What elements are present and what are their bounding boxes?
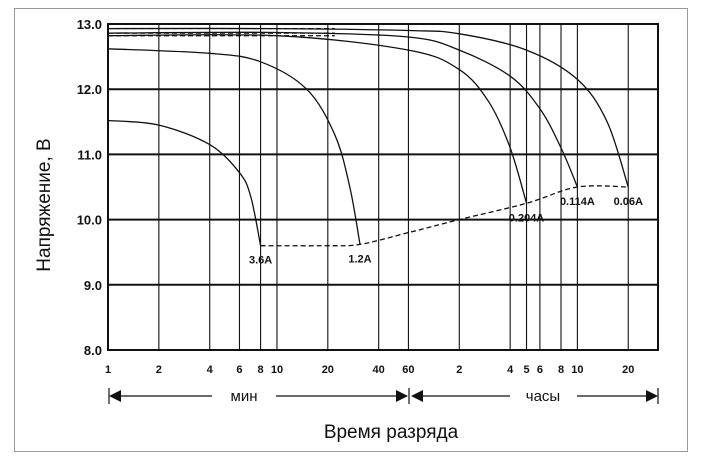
x-tick-label: 8	[258, 364, 264, 376]
x-tick-label: 5	[523, 364, 529, 376]
x-tick-label: 4	[507, 364, 514, 376]
hours-arrow-head-right	[646, 390, 658, 402]
x-tick-label: 6	[537, 364, 543, 376]
minutes-range-arrow: мин	[108, 388, 410, 405]
x-tick-label: 40	[373, 364, 385, 376]
series-labels: 3.6A 1.2A 0.204A 0.114A 0.06A	[249, 196, 643, 267]
curve-0.114A	[107, 31, 579, 188]
curve-0.204A	[107, 33, 528, 204]
x-tick-label: 4	[207, 364, 214, 376]
y-tick-label: 9.0	[84, 278, 102, 293]
y-tick-label: 8.0	[84, 343, 102, 358]
x-tick-label: 20	[622, 364, 634, 376]
curve-label: 0.204A	[509, 212, 545, 224]
grid	[107, 23, 659, 351]
minutes-unit-label: мин	[231, 388, 258, 405]
hours-unit-label: часы	[526, 388, 560, 405]
minutes-arrow-head-right	[396, 390, 408, 402]
x-tick-label: 2	[456, 364, 462, 376]
y-tick-label: 12.0	[77, 82, 102, 97]
curve-3.6A	[107, 119, 262, 246]
x-tick-label: 6	[236, 364, 242, 376]
x-tick-label: 10	[571, 364, 583, 376]
y-tick-label: 11.0	[77, 147, 102, 162]
y-tick-labels: 8.0 9.0 10.0 11.0 12.0 13.0	[77, 17, 102, 358]
curve-label: 0.06A	[614, 196, 643, 208]
curve-label: 3.6A	[249, 255, 272, 267]
y-tick-label: 13.0	[77, 17, 102, 32]
y-tick-label: 10.0	[77, 213, 102, 228]
x-tick-label: 1	[105, 364, 111, 376]
series-lines	[107, 27, 629, 247]
x-tick-label: 60	[402, 364, 414, 376]
hours-range-arrow: часы	[411, 388, 659, 405]
x-axis-title: Время разряда	[324, 422, 459, 443]
end-voltage-dashed-line	[260, 185, 629, 247]
x-tick-label: 2	[156, 364, 162, 376]
curve-label: 0.114A	[560, 196, 595, 208]
curve-label: 1.2A	[348, 253, 371, 265]
x-tick-label: 8	[558, 364, 564, 376]
chart-frame	[14, 8, 688, 452]
y-axis-title: Напряжение, В	[34, 138, 55, 271]
x-tick-labels: 1 2 4 6 8 10 20 40 60 2 4 5 6 8 10 20	[105, 364, 634, 376]
hours-arrow-head-left	[411, 390, 423, 402]
x-tick-label: 20	[322, 364, 334, 376]
minutes-arrow-head-left	[109, 390, 121, 402]
x-tick-label: 10	[271, 364, 283, 376]
curve-1.2A	[107, 48, 361, 245]
